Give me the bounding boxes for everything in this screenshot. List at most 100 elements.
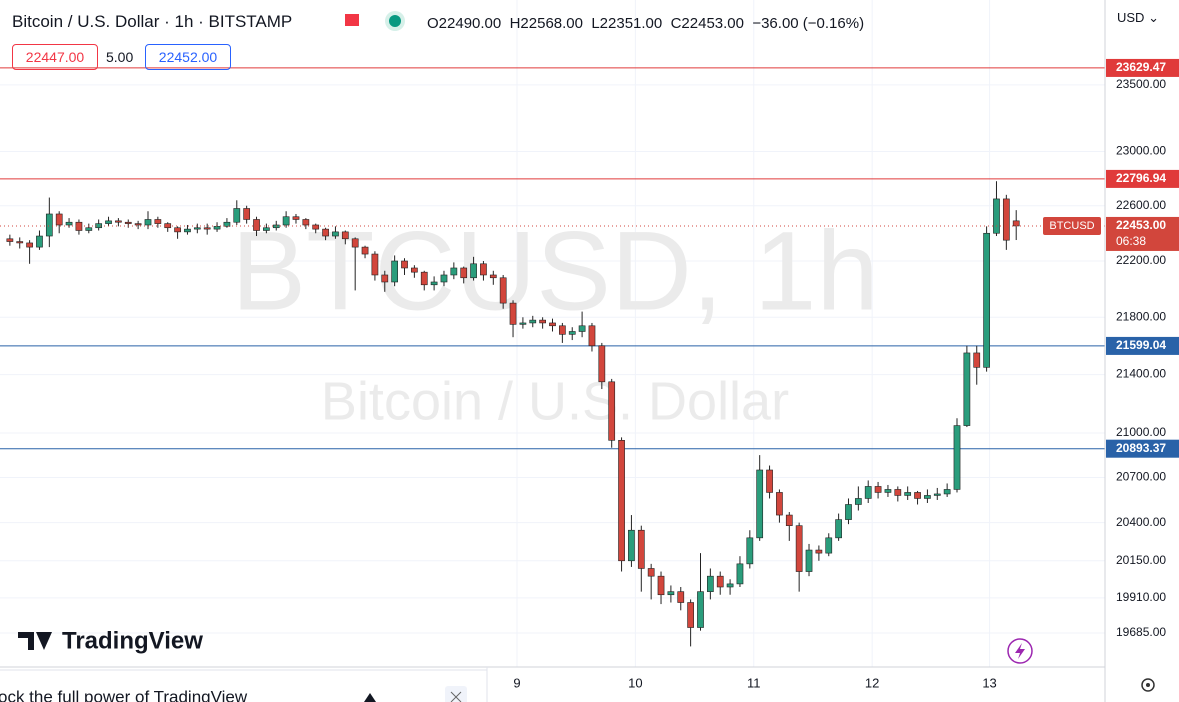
candle-body <box>381 274 389 283</box>
close-button[interactable] <box>445 686 467 702</box>
candle-body <box>963 352 971 426</box>
candle-body <box>795 525 803 572</box>
candle-body <box>154 219 162 224</box>
settings-icon[interactable] <box>1141 678 1155 692</box>
ohlc-close: C22453.00 <box>670 15 744 32</box>
candle-body <box>726 583 734 588</box>
sell-button[interactable]: 22447.00 <box>12 44 98 70</box>
candle-body <box>499 277 507 304</box>
candle-body <box>489 274 497 279</box>
y-tick-label: 21800.00 <box>1116 309 1166 323</box>
currency[interactable]: USD ⌄ <box>1117 10 1159 25</box>
x-tick-label: 12 <box>865 675 879 690</box>
ohlc-low: L22351.00 <box>591 15 663 32</box>
y-tick-label: 22200.00 <box>1116 253 1166 267</box>
candle-body <box>677 591 685 603</box>
candle-body <box>697 591 704 628</box>
candle-body <box>815 549 823 554</box>
buy-button[interactable]: 22452.00 <box>145 44 231 70</box>
candle-body <box>953 425 961 490</box>
price-tag-label: 23629.47 <box>1116 60 1166 74</box>
flag-icon[interactable] <box>345 14 359 26</box>
candle-body <box>401 260 408 269</box>
candle-body <box>16 241 24 244</box>
candle-body <box>608 381 616 441</box>
symbol-title: Bitcoin / U.S. Dollar · 1h · BITSTAMP <box>12 12 293 31</box>
candle-body <box>894 489 902 496</box>
candle-body <box>144 219 152 226</box>
candle-body <box>687 602 694 628</box>
symbol-tag-label: BTCUSD <box>1049 220 1094 232</box>
candle-body <box>6 238 14 242</box>
candle-body <box>302 219 310 226</box>
candle-body <box>351 238 359 248</box>
candle-body <box>115 220 122 223</box>
currency-label: USD <box>1117 10 1145 25</box>
candle-body <box>85 227 93 231</box>
last-price-tag <box>1106 216 1179 251</box>
candle-body <box>785 514 793 526</box>
candle-body <box>440 274 448 283</box>
candle-body <box>36 235 43 248</box>
candle-body <box>746 537 754 565</box>
candle-body <box>65 221 73 226</box>
candle-body <box>628 529 635 562</box>
candle-body <box>26 242 33 248</box>
alert-icon[interactable] <box>1007 638 1033 664</box>
candle-body <box>983 232 990 368</box>
plot: BTCUSD <box>0 67 1105 647</box>
candle-body <box>361 246 369 255</box>
x-tick-label: 11 <box>747 675 761 690</box>
ohlc: O22490.00 H22568.00 L22351.00 C22453.00 … <box>427 15 864 32</box>
candle-body <box>430 281 438 286</box>
axis: 23500.00 23000.00 22600.00 22200.00 21800.00… <box>513 58 1179 690</box>
candle-body <box>598 345 606 383</box>
candle-body <box>75 221 83 231</box>
price-tag <box>1106 336 1179 355</box>
candle-body <box>588 325 596 347</box>
candle-body <box>973 352 981 368</box>
y-tick-label: 19685.00 <box>1116 625 1166 639</box>
candle-body <box>450 267 458 276</box>
price-tag-label: 21599.04 <box>1116 338 1166 352</box>
candle-body <box>1012 220 1020 227</box>
y-tick-label: 21400.00 <box>1116 367 1166 381</box>
candle-body <box>835 519 842 539</box>
candle-body <box>1002 198 1010 241</box>
candle-body <box>559 325 566 335</box>
candle-body <box>529 319 537 324</box>
candle-body <box>470 263 477 279</box>
candle-body <box>933 493 941 496</box>
candle-body <box>233 208 241 223</box>
candle-body <box>943 489 951 495</box>
candle-body <box>519 322 527 325</box>
candle-body <box>263 227 270 231</box>
spread: 5.00 <box>106 49 134 65</box>
candle-body <box>124 221 132 224</box>
candle-body <box>253 219 260 231</box>
candle-body <box>509 302 517 325</box>
x-tick-label: 9 <box>513 675 520 690</box>
price-tag <box>1106 169 1179 188</box>
candle-body <box>904 492 912 496</box>
ohlc-high: H22568.00 <box>509 15 583 32</box>
y-tick-label: 23000.00 <box>1116 144 1166 158</box>
status-dot <box>389 15 401 27</box>
price-tag <box>1106 58 1179 77</box>
candle-body <box>736 563 744 585</box>
collapse-icon[interactable] <box>364 693 376 702</box>
candle-body <box>854 498 862 505</box>
price-tag-label: 20893.37 <box>1116 441 1166 455</box>
x-tick-label: 13 <box>982 675 996 690</box>
candle-body <box>184 228 191 233</box>
candle-body <box>568 331 576 335</box>
candle-body <box>647 568 655 577</box>
candle-body <box>420 271 428 286</box>
candle-body <box>618 440 625 562</box>
candle-body <box>706 575 714 592</box>
candle-body <box>312 224 320 230</box>
candle-body <box>884 489 892 493</box>
